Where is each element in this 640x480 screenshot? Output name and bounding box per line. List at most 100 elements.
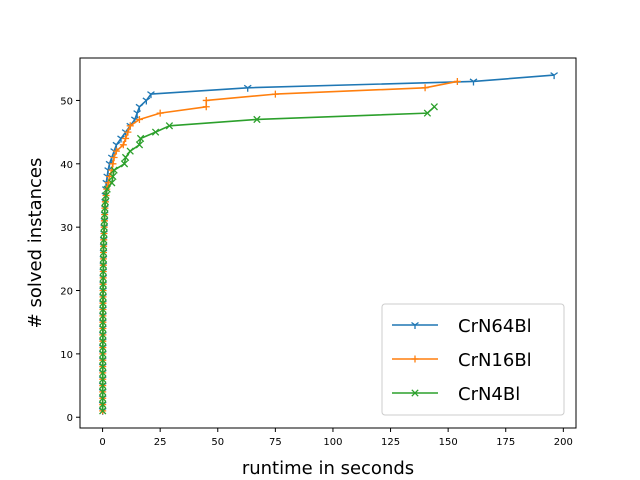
- x-axis-ticks: 0 25 50 75 100 125 150 175 200: [99, 428, 573, 448]
- data-point: [99, 350, 107, 358]
- y-axis-ticks: 0 10 20 30 40 50: [60, 96, 80, 424]
- series-CrN4Bl: [99, 103, 438, 415]
- legend-marker: [411, 355, 419, 363]
- data-point: [156, 109, 164, 117]
- data-point: [99, 280, 107, 288]
- y-tick-label: 20: [60, 287, 73, 298]
- legend-label: CrN16Bl: [458, 350, 532, 371]
- data-point: [99, 369, 107, 377]
- data-point: [99, 286, 107, 295]
- data-point: [133, 110, 142, 118]
- data-point: [142, 97, 151, 105]
- y-tick-label: 30: [60, 223, 73, 234]
- x-tick-label: 100: [323, 437, 342, 448]
- data-point: [151, 128, 160, 136]
- x-tick-label: 0: [99, 437, 105, 448]
- data-point: [110, 166, 118, 174]
- data-point: [202, 96, 210, 104]
- data-point: [99, 299, 107, 307]
- data-point: [112, 147, 120, 155]
- data-point: [99, 293, 107, 301]
- data-point: [253, 115, 261, 124]
- data-point: [99, 261, 107, 269]
- legend-label: CrN4Bl: [458, 384, 520, 405]
- data-point: [99, 242, 108, 250]
- data-point: [99, 274, 107, 282]
- data-point: [99, 324, 107, 333]
- legend-marker: [411, 389, 419, 397]
- data-point: [99, 394, 107, 402]
- x-axis-label: runtime in seconds: [242, 458, 414, 479]
- data-point: [103, 185, 111, 193]
- data-point: [100, 236, 108, 244]
- y-tick-label: 40: [60, 160, 73, 171]
- data-point: [108, 179, 116, 187]
- data-point: [99, 305, 107, 314]
- data-point: [104, 179, 112, 187]
- data-point: [99, 312, 107, 320]
- x-tick-label: 125: [381, 437, 400, 448]
- data-point: [124, 128, 132, 136]
- x-tick-label: 200: [554, 437, 573, 448]
- data-point: [423, 109, 432, 117]
- data-point: [135, 115, 143, 123]
- data-point: [99, 267, 107, 276]
- legend-box: [381, 303, 565, 416]
- data-point: [99, 337, 107, 345]
- x-tick-label: 175: [496, 437, 515, 448]
- data-point: [99, 248, 108, 257]
- data-point: [136, 134, 145, 143]
- data-point: [202, 103, 210, 111]
- y-tick-label: 0: [67, 413, 73, 424]
- data-point: [101, 198, 110, 206]
- y-tick-label: 10: [60, 350, 73, 361]
- data-point: [120, 160, 129, 168]
- data-point: [100, 210, 109, 219]
- data-point: [99, 375, 107, 383]
- x-tick-label: 25: [154, 437, 167, 448]
- data-point: [147, 91, 155, 99]
- y-axis-label: # solved instances: [25, 158, 46, 329]
- data-point: [469, 78, 478, 86]
- x-tick-label: 50: [211, 437, 224, 448]
- data-point: [135, 141, 144, 149]
- legend-label: CrN64Bl: [458, 316, 532, 337]
- data-point: [101, 204, 109, 212]
- data-point: [99, 343, 107, 352]
- data-point: [100, 229, 108, 238]
- data-point: [99, 331, 107, 339]
- data-point: [421, 84, 429, 92]
- data-point: [99, 388, 107, 396]
- legend: CrN64Bl CrN16Bl CrN4Bl: [381, 303, 565, 416]
- data-point: [102, 191, 110, 200]
- x-tick-label: 75: [269, 437, 282, 448]
- legend-marker: [411, 321, 419, 329]
- data-point: [110, 153, 118, 161]
- x-tick-label: 150: [439, 437, 458, 448]
- data-point: [109, 172, 117, 181]
- data-point: [109, 160, 117, 168]
- data-point: [119, 141, 127, 149]
- data-point: [100, 217, 109, 225]
- data-point: [99, 318, 107, 326]
- data-point: [135, 103, 144, 111]
- data-point: [165, 122, 174, 130]
- data-point: [100, 223, 108, 231]
- data-point: [271, 90, 279, 98]
- data-point: [126, 147, 134, 155]
- data-point: [453, 77, 461, 85]
- data-point: [99, 356, 107, 364]
- data-point: [122, 134, 130, 142]
- data-point: [121, 153, 130, 162]
- data-point: [105, 172, 113, 180]
- plot-frame: [79, 57, 577, 429]
- data-point: [99, 400, 107, 409]
- y-tick-label: 50: [60, 96, 73, 107]
- data-point: [117, 135, 125, 143]
- data-point: [99, 407, 107, 415]
- data-point: [99, 255, 108, 263]
- series-layer: [98, 72, 558, 415]
- data-point: [430, 103, 438, 111]
- data-point: [126, 122, 134, 130]
